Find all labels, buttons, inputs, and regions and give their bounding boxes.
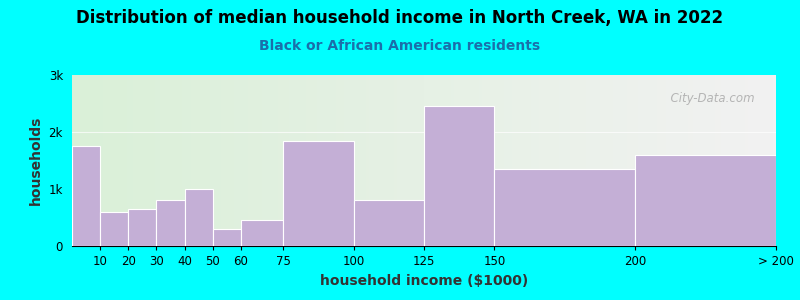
Bar [354, 200, 424, 246]
Bar [241, 220, 283, 246]
Bar [100, 212, 128, 246]
Bar [213, 229, 241, 246]
Y-axis label: households: households [29, 116, 43, 205]
Text: City-Data.com: City-Data.com [663, 92, 755, 105]
Text: Black or African American residents: Black or African American residents [259, 39, 541, 53]
Bar [424, 106, 494, 246]
Bar [185, 189, 213, 246]
Text: Distribution of median household income in North Creek, WA in 2022: Distribution of median household income … [77, 9, 723, 27]
Bar [157, 200, 185, 246]
Bar [128, 209, 157, 246]
Bar [72, 146, 100, 246]
Bar [494, 169, 635, 246]
X-axis label: household income ($1000): household income ($1000) [320, 274, 528, 288]
Bar [635, 155, 776, 246]
Bar [283, 140, 354, 246]
